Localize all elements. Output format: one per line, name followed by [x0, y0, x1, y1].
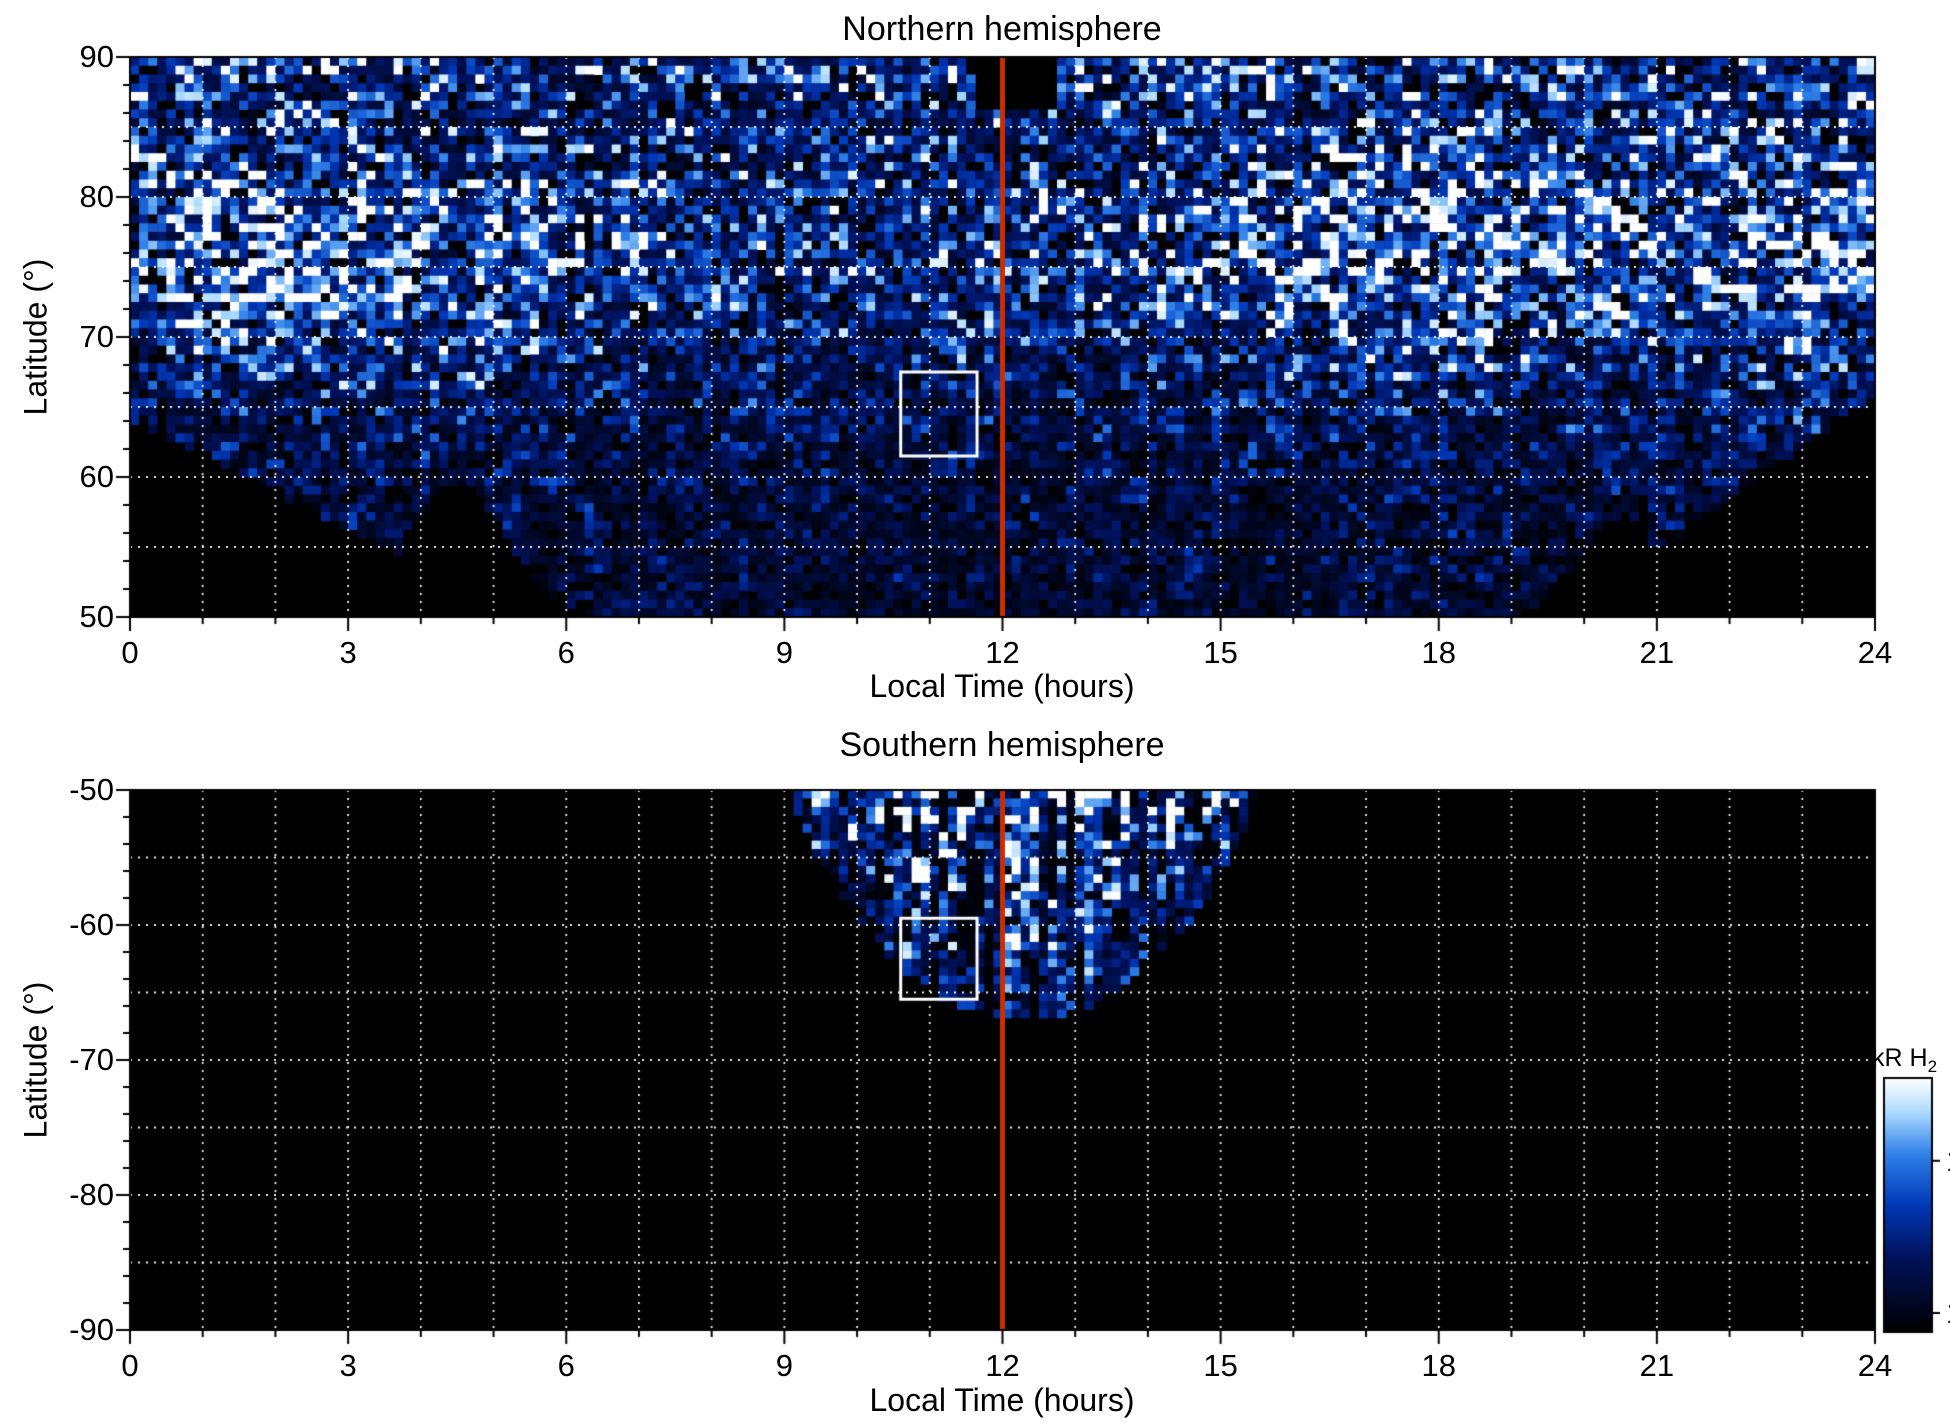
y-tick-label: 50	[79, 599, 114, 634]
y-tick-label: -90	[69, 1312, 114, 1347]
y-tick-label: -80	[69, 1177, 114, 1212]
x-tick-label: 9	[775, 1348, 793, 1383]
y-tick-label: 90	[79, 39, 114, 74]
y-tick-label: -50	[69, 772, 114, 807]
y-tick-label: 70	[79, 319, 114, 354]
x-tick-label: 0	[121, 1348, 139, 1383]
y-tick-label: 60	[79, 459, 114, 494]
x-tick-label: 12	[985, 1348, 1020, 1383]
y-tick-label: -70	[69, 1042, 114, 1077]
x-tick-label: 24	[1857, 1348, 1893, 1383]
x-tick-label: 9	[775, 635, 793, 670]
colorbar-label-text: kR H	[1872, 1044, 1928, 1072]
colorbar-tick-label: 1	[1946, 1295, 1950, 1331]
south-xaxis-label: Local Time (hours)	[869, 1382, 1135, 1418]
x-tick-label: 6	[557, 1348, 575, 1383]
x-tick-label: 24	[1857, 635, 1893, 670]
south-title: Southern hemisphere	[839, 726, 1165, 764]
north-title: Northern hemisphere	[842, 10, 1162, 48]
y-tick-label: 80	[79, 179, 114, 214]
x-tick-label: 18	[1421, 635, 1456, 670]
colorbar-label-subscript: 2	[1927, 1057, 1938, 1076]
x-tick-label: 12	[985, 635, 1020, 670]
x-tick-label: 3	[339, 635, 357, 670]
colorbar-tick-label: 10	[1946, 1143, 1950, 1179]
x-tick-label: 0	[121, 635, 139, 670]
x-tick-label: 6	[557, 635, 575, 670]
x-tick-label: 15	[1203, 635, 1238, 670]
x-tick-label: 3	[339, 1348, 357, 1383]
x-tick-label: 15	[1203, 1348, 1238, 1383]
north-xaxis-label: Local Time (hours)	[869, 668, 1135, 704]
x-tick-label: 18	[1421, 1348, 1456, 1383]
colorbar-label: kR H2	[1872, 1044, 1937, 1077]
y-tick-label: -60	[69, 907, 114, 942]
x-tick-label: 21	[1639, 635, 1675, 670]
x-tick-label: 21	[1639, 1348, 1675, 1383]
